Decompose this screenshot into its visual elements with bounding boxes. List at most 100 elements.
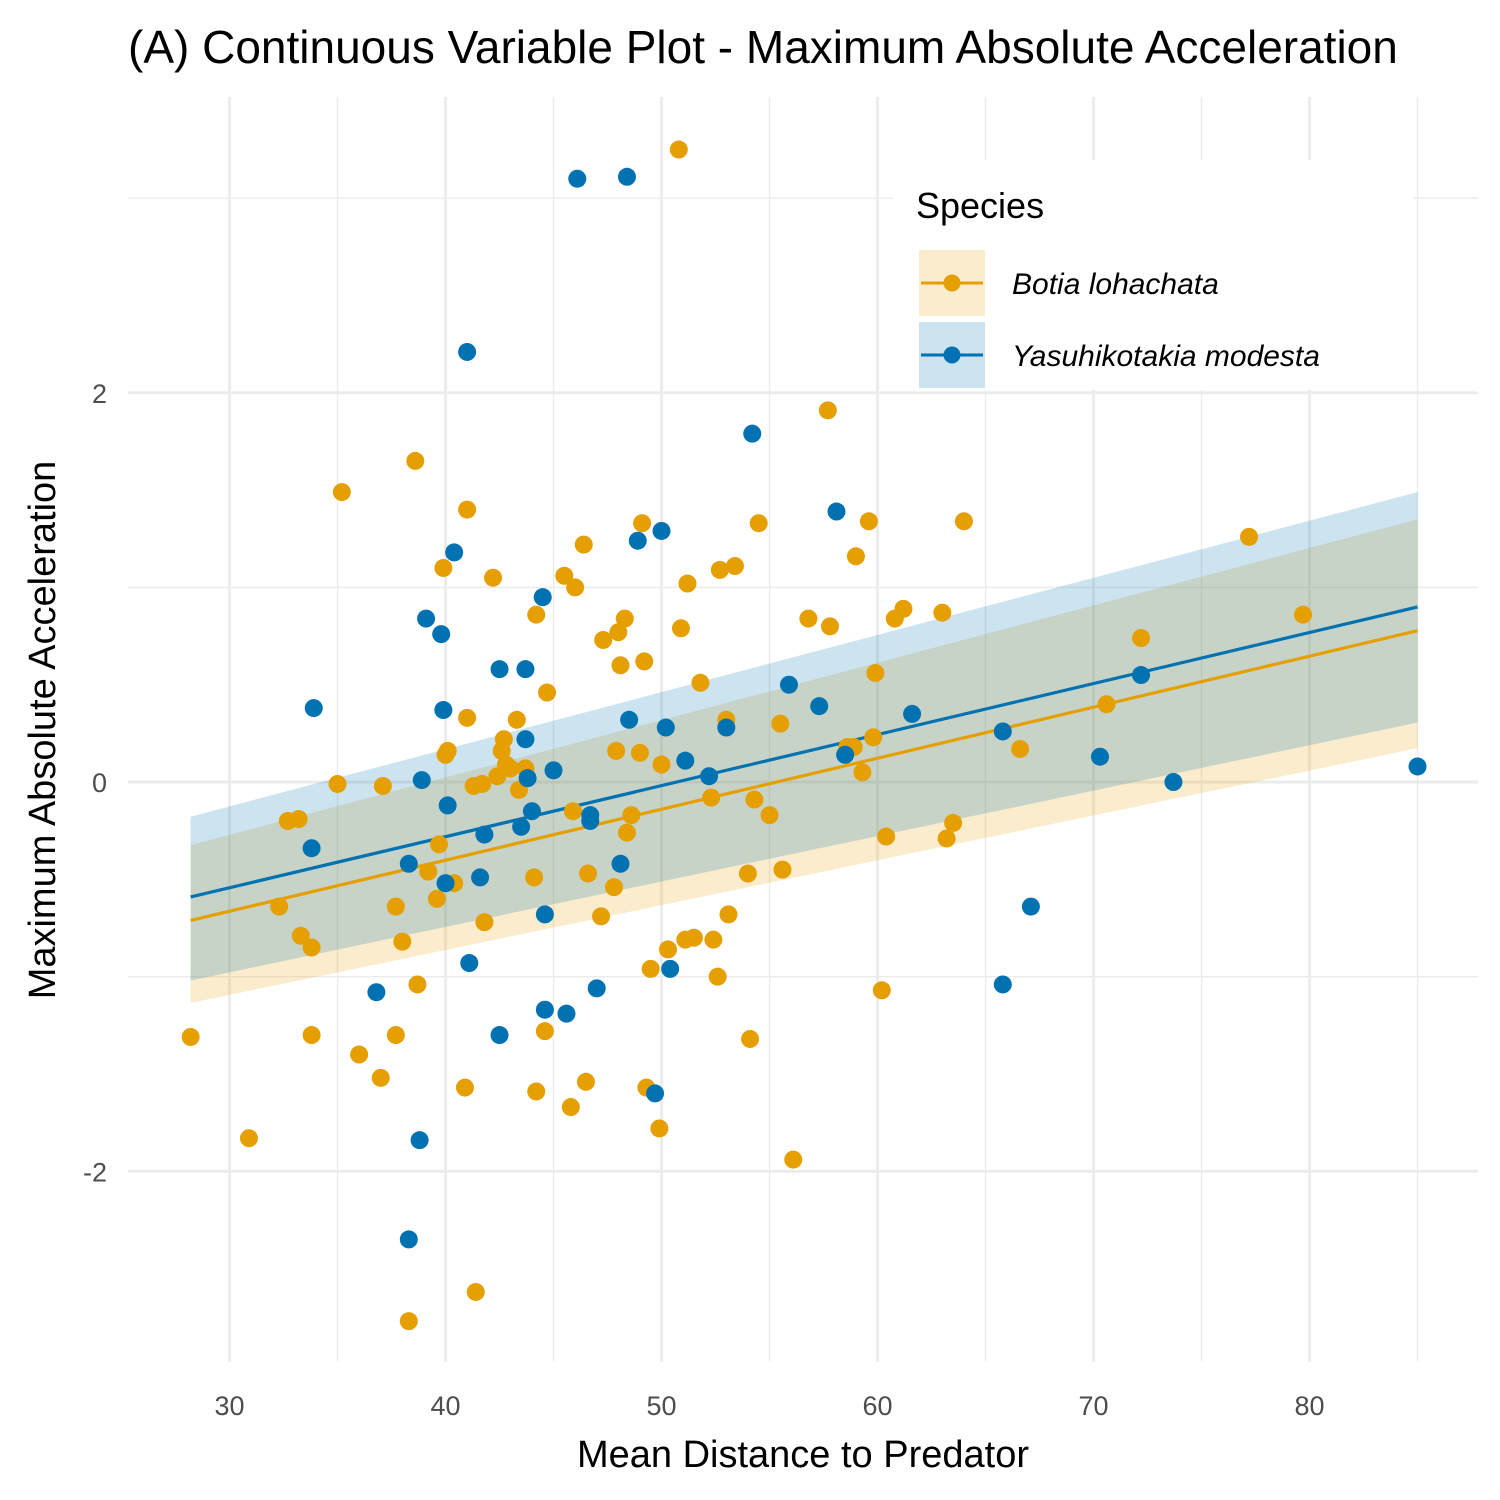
data-point-botia xyxy=(501,759,520,778)
confidence-bands xyxy=(190,492,1418,1003)
legend-key-point-botia xyxy=(943,274,961,292)
data-point-botia xyxy=(393,932,412,951)
x-axis-title: Mean Distance to Predator xyxy=(577,1434,1029,1476)
data-point-yasuhikotakia xyxy=(533,588,552,607)
data-point-botia xyxy=(609,623,628,642)
data-point-botia xyxy=(821,617,839,636)
data-point-botia xyxy=(302,1026,321,1045)
data-point-yasuhikotakia xyxy=(656,718,675,737)
data-point-botia xyxy=(1132,629,1151,648)
data-point-yasuhikotakia xyxy=(516,730,535,749)
data-point-botia xyxy=(434,558,453,577)
data-point-yasuhikotakia xyxy=(490,660,509,679)
data-point-botia xyxy=(622,806,641,825)
data-point-botia xyxy=(386,1026,405,1045)
data-point-yasuhikotakia xyxy=(518,769,537,788)
data-point-botia xyxy=(239,1129,258,1148)
data-point-botia xyxy=(859,512,878,531)
x-tick-label: 80 xyxy=(1294,1391,1324,1421)
confidence-band-yasuhikotakia xyxy=(190,492,1418,981)
data-point-botia xyxy=(877,827,896,846)
data-point-botia xyxy=(725,557,744,576)
data-point-botia xyxy=(669,140,688,159)
data-point-botia xyxy=(691,673,710,692)
data-point-botia xyxy=(617,823,636,842)
data-point-botia xyxy=(328,774,347,793)
legend-title: Species xyxy=(916,185,1044,226)
y-axis-title: Maximum Absolute Acceleration xyxy=(22,461,64,1000)
data-point-botia xyxy=(659,940,677,959)
data-point-botia xyxy=(937,829,956,848)
data-point-botia xyxy=(650,1119,669,1138)
data-point-yasuhikotakia xyxy=(1021,897,1040,916)
data-point-botia xyxy=(561,1098,580,1117)
data-point-yasuhikotakia xyxy=(743,424,762,443)
data-point-yasuhikotakia xyxy=(302,839,321,858)
data-point-botia xyxy=(289,810,308,829)
data-point-botia xyxy=(538,683,557,702)
data-point-botia xyxy=(641,959,660,978)
data-point-botia xyxy=(741,1029,760,1048)
data-point-botia xyxy=(427,889,446,908)
data-point-botia xyxy=(181,1027,200,1046)
data-point-yasuhikotakia xyxy=(1164,773,1183,792)
data-point-botia xyxy=(455,1078,474,1097)
data-point-botia xyxy=(566,578,585,597)
data-point-yasuhikotakia xyxy=(661,959,680,978)
legend-key-point-yasuhikotakia xyxy=(943,346,961,364)
data-point-yasuhikotakia xyxy=(568,169,587,188)
data-point-botia xyxy=(507,710,526,729)
data-point-botia xyxy=(408,975,427,994)
x-tick-label: 60 xyxy=(862,1391,892,1421)
data-point-yasuhikotakia xyxy=(779,675,798,694)
data-point-yasuhikotakia xyxy=(557,1004,576,1023)
data-point-botia xyxy=(866,664,885,683)
data-point-yasuhikotakia xyxy=(544,761,563,780)
data-point-botia xyxy=(652,755,671,774)
major-gridlines xyxy=(128,97,1478,1362)
data-point-botia xyxy=(371,1068,390,1087)
data-point-botia xyxy=(944,813,963,832)
data-point-botia xyxy=(270,897,289,916)
data-point-yasuhikotakia xyxy=(1408,757,1427,776)
data-point-yasuhikotakia xyxy=(490,1026,509,1045)
data-point-botia xyxy=(527,605,546,624)
data-point-botia xyxy=(475,913,494,932)
data-point-botia xyxy=(574,535,593,554)
data-point-botia xyxy=(466,1282,485,1301)
data-point-yasuhikotakia xyxy=(993,975,1012,994)
x-axis-tick-labels: 30 40 50 60 70 80 xyxy=(214,1391,1324,1421)
data-point-yasuhikotakia xyxy=(611,854,630,873)
data-point-yasuhikotakia xyxy=(410,1131,429,1150)
data-point-yasuhikotakia xyxy=(367,983,386,1002)
data-point-botia xyxy=(635,652,654,671)
data-point-yasuhikotakia xyxy=(535,905,554,924)
data-point-botia xyxy=(633,514,652,533)
data-point-yasuhikotakia xyxy=(460,954,479,973)
data-point-yasuhikotakia xyxy=(1132,666,1151,685)
data-point-botia xyxy=(1294,605,1313,624)
data-point-yasuhikotakia xyxy=(836,745,855,764)
data-point-botia xyxy=(708,967,727,986)
data-point-botia xyxy=(615,609,634,628)
data-point-botia xyxy=(799,609,818,628)
y-tick-label: -2 xyxy=(83,1157,107,1187)
data-point-botia xyxy=(563,802,582,821)
data-point-botia xyxy=(719,905,738,924)
data-point-botia xyxy=(1240,527,1259,546)
data-point-botia xyxy=(576,1072,595,1091)
regression-lines xyxy=(190,605,1418,922)
x-tick-label: 40 xyxy=(430,1391,460,1421)
data-point-botia xyxy=(350,1045,369,1064)
data-point-botia xyxy=(373,776,392,795)
data-point-botia xyxy=(594,630,613,649)
data-point-botia xyxy=(332,483,351,502)
data-point-botia xyxy=(872,981,891,1000)
data-point-botia xyxy=(291,926,310,945)
data-point-yasuhikotakia xyxy=(432,625,451,644)
data-point-yasuhikotakia xyxy=(827,502,846,521)
data-point-botia xyxy=(527,1082,546,1101)
data-point-botia xyxy=(484,568,503,587)
data-point-yasuhikotakia xyxy=(810,697,829,716)
data-point-botia xyxy=(430,835,449,854)
